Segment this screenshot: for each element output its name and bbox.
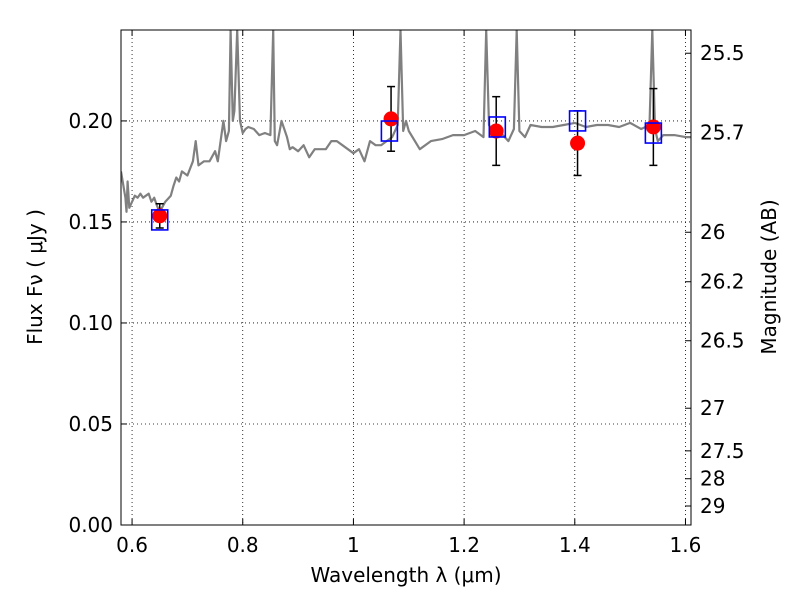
x-tick-label: 1 (347, 533, 360, 557)
model-point (644, 122, 663, 144)
model-point (150, 209, 169, 231)
y-tick-label: 0.05 (68, 412, 113, 436)
axes: 0.6 0.8 1 1.2 1.4 1.6 0.00 0.05 0.10 0.15 0.20 25.5… (68, 30, 745, 557)
right-tick-label: 27.5 (700, 439, 745, 463)
right-tick-label: 27 (700, 396, 725, 420)
spectrum-line (121, 30, 691, 213)
y-axis-label: Flux Fν ( μJy ) (23, 209, 47, 345)
plot-area (121, 30, 691, 231)
y-tick-label: 0.20 (68, 109, 113, 133)
right-axis-label: Magnitude (AB) (757, 199, 781, 354)
right-tick-label: 26.5 (700, 329, 745, 353)
x-tick-label: 0.6 (116, 533, 148, 557)
plot-frame (120, 29, 692, 526)
y-tick-label: 0.00 (68, 513, 113, 537)
x-axis-label: Wavelength λ (μm) (310, 563, 501, 587)
model-point (380, 120, 399, 142)
x-tick-label: 1.4 (559, 533, 591, 557)
measured-point (570, 135, 586, 151)
model-point (568, 110, 587, 132)
right-tick-label: 25.7 (700, 121, 745, 145)
x-tick-label: 1.6 (670, 533, 702, 557)
model-point (488, 116, 507, 138)
measured-point (383, 111, 399, 127)
plot-background (121, 30, 691, 525)
y-tick-label: 0.15 (68, 210, 113, 234)
right-tick-label: 26.2 (700, 270, 745, 294)
measured-point (488, 123, 504, 139)
right-tick-label: 25.5 (700, 41, 745, 65)
right-tick-label: 28 (700, 467, 725, 491)
measured-point (645, 119, 661, 135)
x-tick-label: 1.2 (448, 533, 480, 557)
measured-point (152, 208, 168, 224)
right-tick-label: 29 (700, 494, 725, 518)
y-tick-label: 0.10 (68, 311, 113, 335)
right-tick-label: 26 (700, 220, 725, 244)
x-tick-label: 0.8 (227, 533, 259, 557)
